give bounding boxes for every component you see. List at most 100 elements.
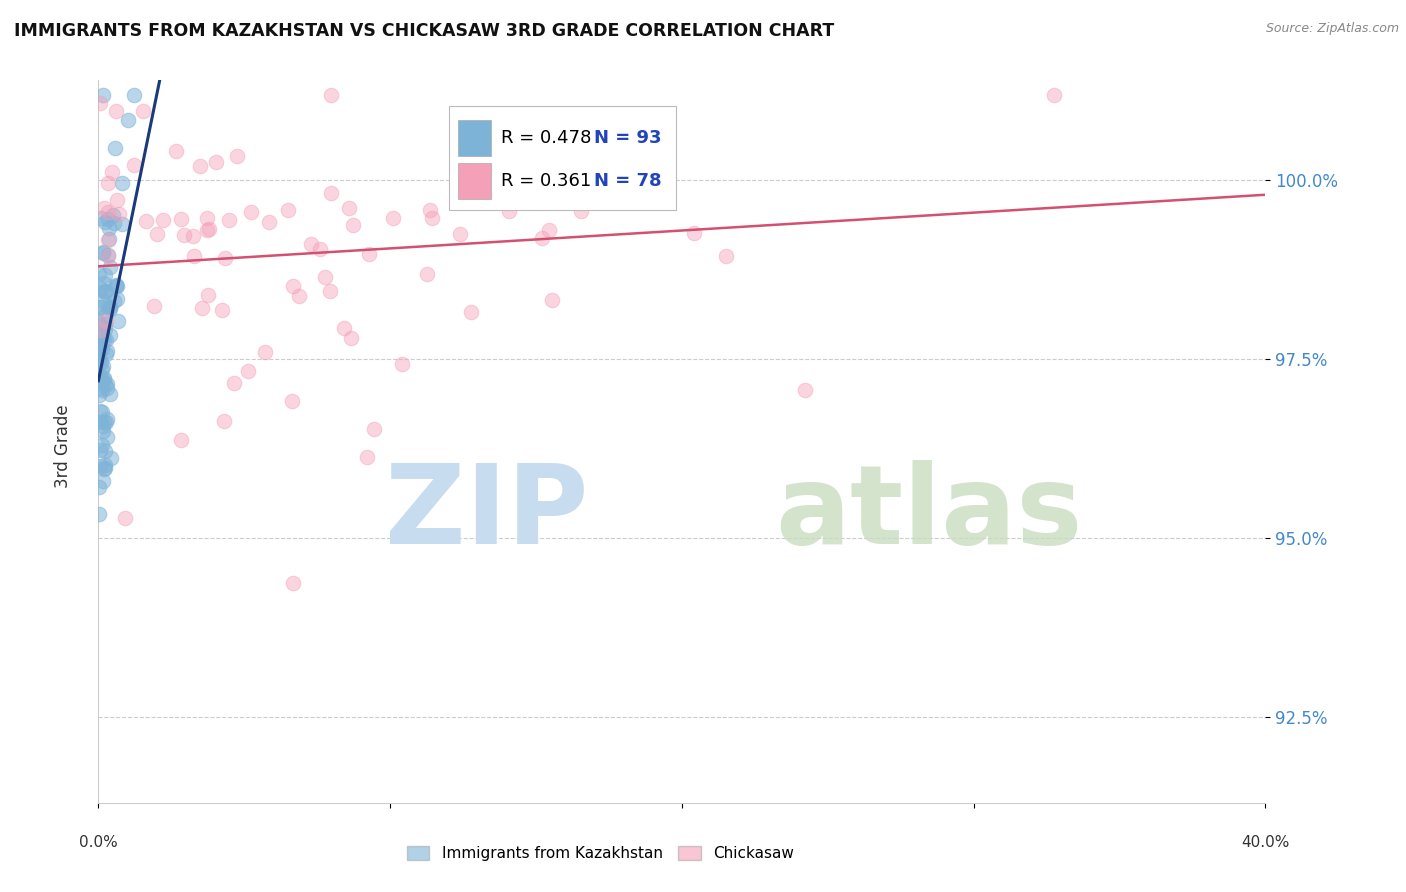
Point	[541, 293, 564, 307]
Point	[342, 218, 364, 232]
Point	[94, 415, 117, 429]
Point	[93, 371, 115, 385]
Point	[308, 243, 330, 257]
Point	[93, 276, 115, 290]
Point	[93, 373, 115, 387]
Point	[173, 227, 195, 242]
Point	[94, 314, 117, 328]
Point	[90, 323, 112, 337]
Point	[98, 301, 121, 316]
Point	[93, 329, 115, 343]
Point	[340, 331, 363, 345]
FancyBboxPatch shape	[449, 105, 676, 211]
Point	[94, 285, 117, 299]
Point	[97, 248, 120, 262]
Point	[90, 373, 112, 387]
Point	[91, 244, 114, 259]
Point	[93, 376, 115, 391]
Point	[225, 149, 247, 163]
Point	[93, 461, 115, 475]
Point	[281, 575, 304, 590]
Point	[89, 348, 111, 362]
Point	[87, 351, 110, 366]
Point	[195, 223, 218, 237]
Point	[90, 211, 112, 226]
Point	[100, 450, 122, 465]
Point	[204, 155, 226, 169]
Point	[181, 229, 204, 244]
Point	[96, 381, 118, 395]
Point	[94, 322, 117, 336]
Point	[314, 269, 336, 284]
Point	[103, 293, 125, 308]
Text: R = 0.361: R = 0.361	[501, 172, 592, 190]
Point	[87, 345, 110, 359]
Point	[299, 236, 322, 251]
Point	[319, 87, 342, 102]
Point	[94, 285, 117, 299]
Point	[257, 215, 280, 229]
Point	[103, 208, 125, 222]
Point	[89, 314, 111, 328]
Point	[90, 355, 112, 369]
Point	[104, 278, 127, 293]
Point	[105, 292, 128, 306]
Point	[197, 288, 219, 302]
Legend: Immigrants from Kazakhstan, Chickasaw: Immigrants from Kazakhstan, Chickasaw	[401, 840, 800, 867]
Point	[89, 381, 111, 395]
Point	[152, 212, 174, 227]
Point	[111, 177, 134, 191]
Point	[114, 511, 136, 525]
Point	[218, 213, 240, 227]
Point	[319, 186, 342, 200]
Point	[91, 359, 114, 374]
Point	[90, 300, 112, 314]
Point	[89, 318, 111, 332]
Point	[1043, 88, 1066, 103]
Point	[281, 279, 304, 293]
Text: R = 0.478: R = 0.478	[501, 129, 592, 147]
Point	[94, 443, 117, 458]
Point	[89, 415, 111, 429]
Point	[90, 282, 112, 296]
Point	[96, 430, 118, 444]
Point	[98, 260, 121, 274]
Point	[89, 459, 111, 474]
Point	[90, 438, 112, 452]
Point	[89, 372, 111, 386]
Point	[98, 221, 121, 235]
Point	[212, 414, 235, 428]
Point	[91, 405, 114, 419]
Point	[91, 425, 114, 439]
Point	[89, 404, 111, 418]
Point	[793, 384, 815, 398]
FancyBboxPatch shape	[458, 120, 491, 156]
Point	[222, 376, 245, 390]
Point	[122, 87, 145, 102]
Point	[96, 249, 118, 263]
Point	[277, 202, 299, 217]
Point	[87, 267, 110, 281]
Point	[93, 285, 115, 299]
Point	[89, 368, 111, 383]
Point	[191, 301, 214, 315]
Point	[381, 211, 404, 225]
Point	[91, 419, 114, 434]
Point	[98, 328, 121, 343]
Point	[460, 304, 482, 318]
Point	[105, 279, 128, 293]
Point	[319, 284, 342, 298]
Point	[94, 333, 117, 347]
Point	[98, 300, 121, 314]
Point	[105, 278, 128, 293]
Point	[195, 211, 218, 225]
Point	[96, 377, 118, 392]
Point	[91, 329, 114, 343]
Point	[93, 268, 115, 282]
FancyBboxPatch shape	[458, 163, 491, 200]
Point	[107, 207, 129, 221]
Point	[449, 227, 471, 242]
Point	[281, 393, 304, 408]
Point	[89, 95, 111, 110]
Text: atlas: atlas	[775, 460, 1083, 567]
